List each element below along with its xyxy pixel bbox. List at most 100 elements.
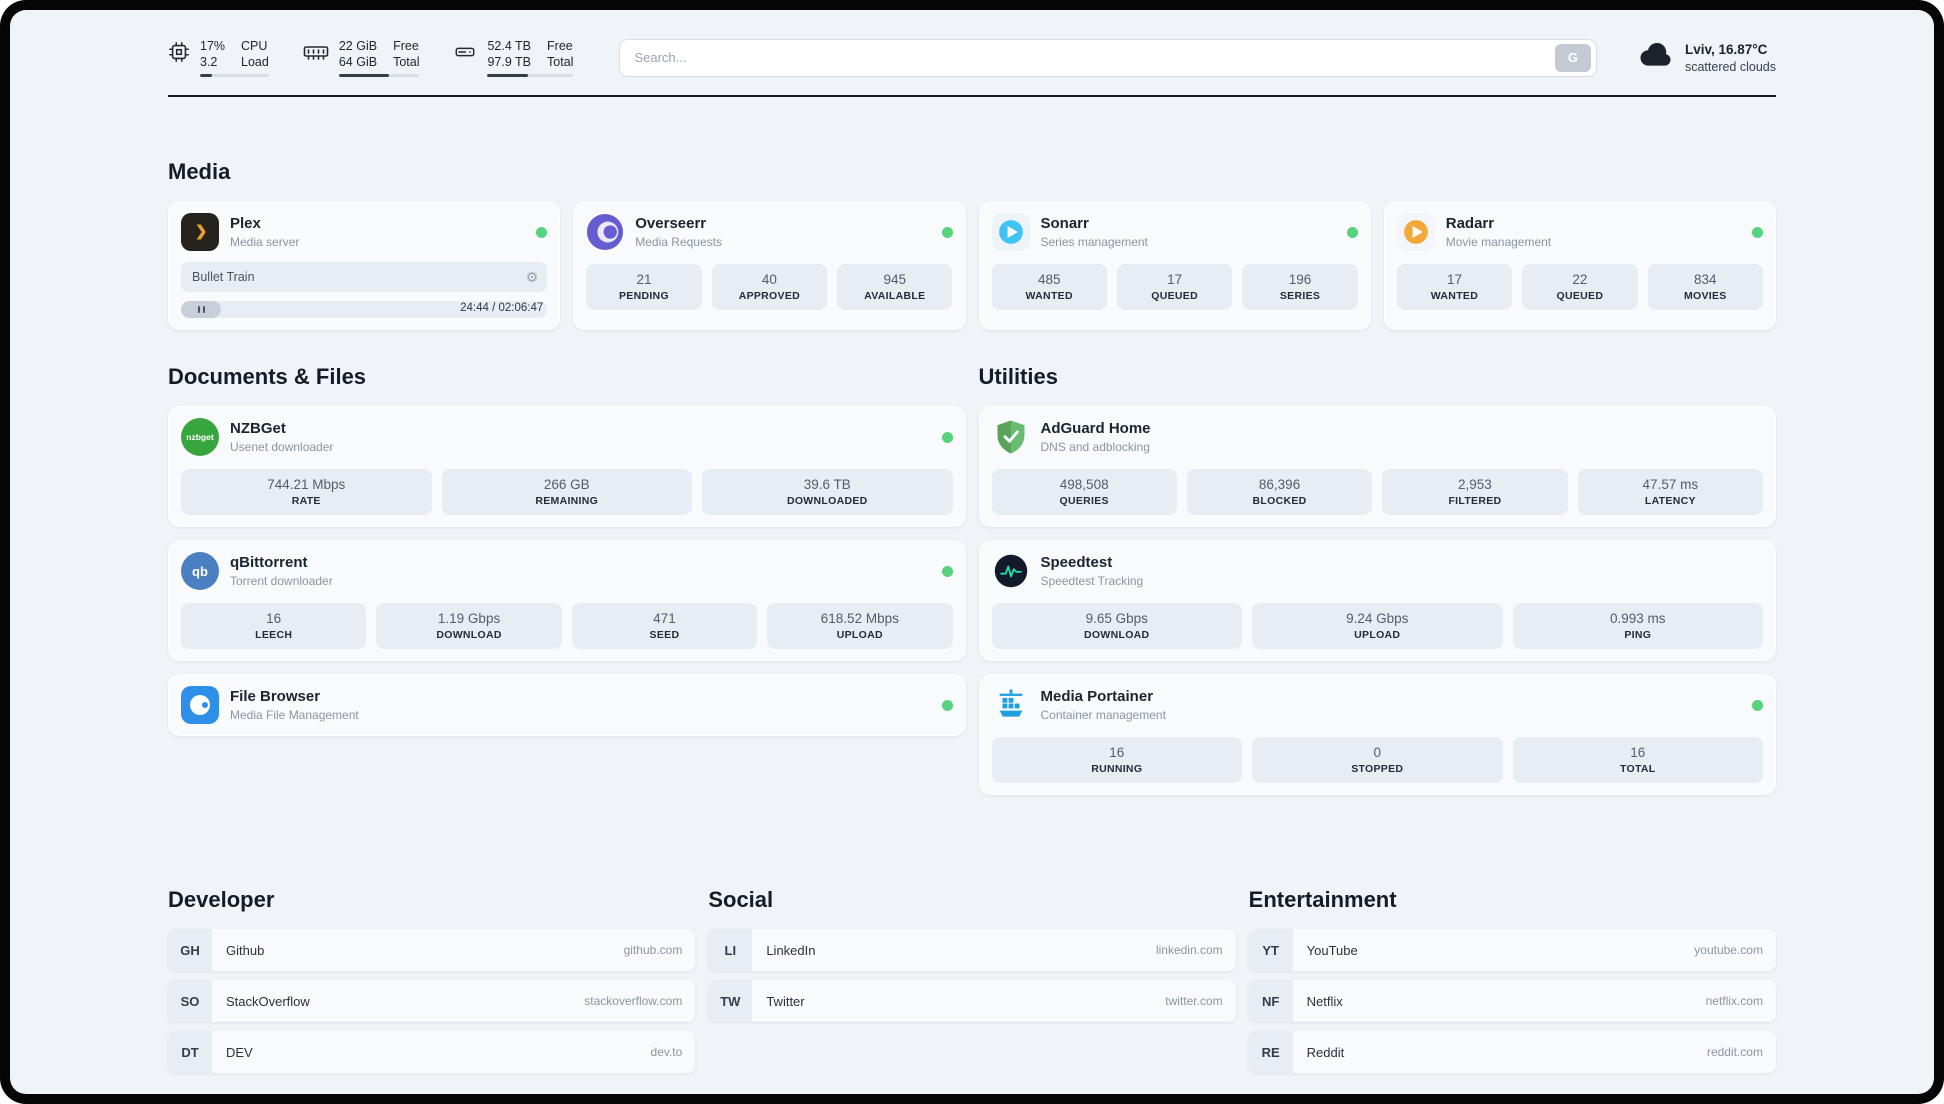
bookmark-name: Reddit xyxy=(1306,1044,1345,1060)
service-name: Plex xyxy=(230,215,261,232)
stat-wanted: 17 WANTED xyxy=(1396,264,1513,310)
stat-remaining: 266 GB REMAINING xyxy=(441,469,692,515)
stat-queued: 22 QUEUED xyxy=(1522,264,1638,310)
cpu-usage-bar xyxy=(200,74,269,77)
service-name: Media Portainer xyxy=(1040,688,1154,705)
service-card-radarr[interactable]: Radarr Movie management 17 WANTED 22 QUE… xyxy=(1383,201,1776,330)
bookmark-netflix[interactable]: NF Netflix netflix.com xyxy=(1248,980,1776,1022)
bookmarks-social: Social LI LinkedIn linkedin.com TW Twitt… xyxy=(708,887,1236,1073)
topbar-divider xyxy=(168,95,1776,97)
service-desc: Movie management xyxy=(1445,235,1552,249)
section-heading-developer: Developer xyxy=(168,887,275,912)
service-card-sonarr[interactable]: Sonarr Series management 485 WANTED 17 Q… xyxy=(978,201,1371,330)
status-dot xyxy=(941,431,953,443)
stat-movies: 834 MOVIES xyxy=(1647,264,1763,310)
bookmark-abbr: NF xyxy=(1248,980,1293,1022)
overseerr-icon xyxy=(586,213,624,251)
service-card-portainer[interactable]: Media Portainer Container management 16 … xyxy=(978,674,1776,795)
playback-time: 24:44 / 02:06:47 xyxy=(460,302,544,314)
service-desc: Series management xyxy=(1040,235,1148,249)
bookmark-domain: netflix.com xyxy=(1705,994,1763,1008)
portainer-icon xyxy=(992,686,1030,724)
service-name: NZBGet xyxy=(230,420,286,437)
stat-leech: 16 LEECH xyxy=(181,603,367,649)
search-bar: G xyxy=(619,38,1597,77)
qbittorrent-icon: qb xyxy=(181,552,219,590)
stat-total: 16 TOTAL xyxy=(1512,737,1763,783)
service-card-nzbget[interactable]: nzbget NZBGet Usenet downloader 744.21 M… xyxy=(168,406,966,527)
bookmark-name: YouTube xyxy=(1306,942,1358,958)
service-card-qbittorrent[interactable]: qb qBittorrent Torrent downloader 16 LEE… xyxy=(168,540,966,661)
bookmark-reddit[interactable]: RE Reddit reddit.com xyxy=(1248,1031,1776,1073)
weather-condition: scattered clouds xyxy=(1684,59,1776,74)
service-card-adguard[interactable]: AdGuard Home DNS and adblocking 498,508 … xyxy=(978,406,1776,527)
bookmark-abbr: TW xyxy=(708,980,753,1022)
bookmark-domain: youtube.com xyxy=(1694,943,1763,957)
status-dot xyxy=(536,226,548,238)
playback-progress-bar[interactable]: 24:44 / 02:06:47 xyxy=(181,301,548,318)
status-dot xyxy=(941,699,953,711)
pause-icon[interactable] xyxy=(181,301,221,318)
cpu-percent: 17% xyxy=(200,39,226,53)
stat-approved: 40 APPROVED xyxy=(711,264,828,310)
stat-available: 945 AVAILABLE xyxy=(837,264,953,310)
status-dot xyxy=(1752,226,1763,238)
stat-upload: 618.52 Mbps UPLOAD xyxy=(767,603,953,649)
service-card-speedtest[interactable]: Speedtest Speedtest Tracking 9.65 Gbps D… xyxy=(978,540,1776,661)
bookmarks-developer: Developer GH Github github.com SO StackO… xyxy=(168,887,696,1073)
service-desc: Container management xyxy=(1040,708,1166,722)
stat-download: 9.65 Gbps DOWNLOAD xyxy=(991,603,1242,649)
bookmark-github[interactable]: GH Github github.com xyxy=(168,929,696,971)
service-card-overseerr[interactable]: Overseerr Media Requests 21 PENDING 40 A… xyxy=(573,201,966,330)
stat-running: 16 RUNNING xyxy=(991,737,1242,783)
bookmark-abbr: RE xyxy=(1248,1031,1293,1073)
section-heading-entertainment: Entertainment xyxy=(1248,887,1397,912)
cpu-chip-icon xyxy=(168,41,190,63)
now-playing-row: Bullet Train ⚙ xyxy=(181,262,548,292)
disk-free-label: Free xyxy=(547,39,573,53)
search-engine-button[interactable]: G xyxy=(1554,43,1591,72)
service-desc: Speedtest Tracking xyxy=(1040,574,1144,588)
service-card-filebrowser[interactable]: File Browser Media File Management xyxy=(168,674,966,736)
bookmark-name: LinkedIn xyxy=(766,942,816,958)
service-card-plex[interactable]: Plex Media server Bullet Train ⚙ 24:44 /… xyxy=(168,201,561,330)
memory-usage-bar xyxy=(338,74,420,77)
ram-icon xyxy=(303,41,329,63)
stat-latency: 47.57 ms LATENCY xyxy=(1577,469,1763,515)
service-desc: Media File Management xyxy=(230,708,359,722)
bookmarks-entertainment: Entertainment YT YouTube youtube.com NF … xyxy=(1248,887,1776,1073)
bookmark-dev[interactable]: DT DEV dev.to xyxy=(168,1031,696,1073)
bookmark-abbr: YT xyxy=(1248,929,1293,971)
service-desc: Media server xyxy=(230,235,300,249)
radarr-icon xyxy=(1396,213,1435,251)
service-desc: Torrent downloader xyxy=(230,574,333,588)
bookmark-abbr: LI xyxy=(708,929,753,971)
section-utilities: Utilities AdGuard Home xyxy=(978,364,1776,795)
stat-download: 1.19 Gbps DOWNLOAD xyxy=(376,603,562,649)
bookmark-domain: dev.to xyxy=(650,1045,683,1059)
memory-free-value: 22 GiB xyxy=(338,39,378,53)
stat-stopped: 0 STOPPED xyxy=(1252,737,1503,783)
gear-icon[interactable]: ⚙ xyxy=(525,269,539,285)
bookmark-twitter[interactable]: TW Twitter twitter.com xyxy=(708,980,1236,1022)
cloud-icon xyxy=(1639,41,1675,74)
disk-free-value: 52.4 TB xyxy=(487,39,532,53)
status-dot xyxy=(941,226,953,238)
stat-rate: 744.21 Mbps RATE xyxy=(181,469,432,515)
cpu-widget: 17% CPU 3.2 Load xyxy=(168,38,269,77)
stat-wanted: 485 WANTED xyxy=(991,264,1107,310)
service-name: Overseerr xyxy=(635,215,707,232)
disk-total-label: Total xyxy=(547,55,574,69)
stat-queued: 17 QUEUED xyxy=(1116,264,1233,310)
weather-widget: Lviv, 16.87°C scattered clouds xyxy=(1639,41,1776,75)
search-input[interactable] xyxy=(634,50,1555,65)
stat-series: 196 SERIES xyxy=(1242,264,1358,310)
bookmark-linkedin[interactable]: LI LinkedIn linkedin.com xyxy=(708,929,1236,971)
hard-drive-icon xyxy=(453,41,477,63)
bookmark-youtube[interactable]: YT YouTube youtube.com xyxy=(1248,929,1776,971)
section-heading-utilities: Utilities xyxy=(978,364,1058,389)
bookmark-stackoverflow[interactable]: SO StackOverflow stackoverflow.com xyxy=(168,980,696,1022)
bookmark-domain: stackoverflow.com xyxy=(584,994,683,1008)
stat-upload: 9.24 Gbps UPLOAD xyxy=(1252,603,1503,649)
